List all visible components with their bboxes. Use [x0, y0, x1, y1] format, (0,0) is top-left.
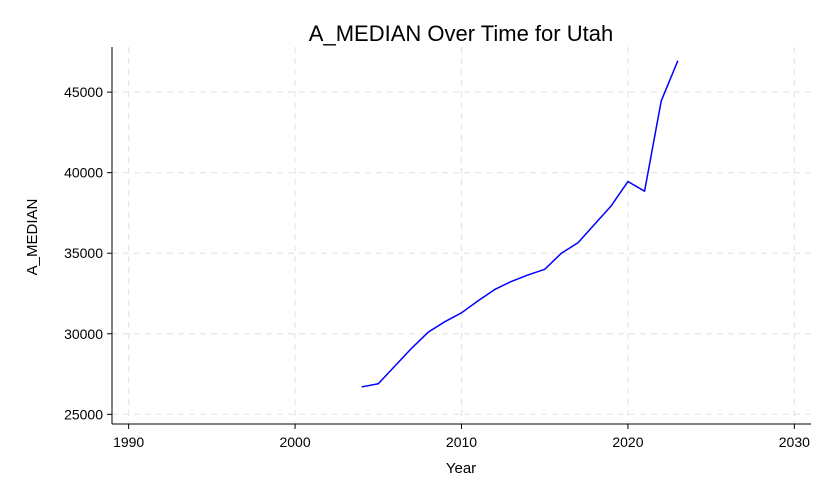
y-tick-label: 25000	[64, 406, 103, 422]
x-tick-label: 2010	[446, 434, 477, 450]
y-tick-label: 35000	[64, 245, 103, 261]
grid	[112, 47, 811, 424]
y-tick-label: 40000	[64, 165, 103, 181]
y-tick-label: 45000	[64, 84, 103, 100]
chart-title: A_MEDIAN Over Time for Utah	[309, 21, 613, 46]
x-tick-label: 2000	[279, 434, 310, 450]
series-line	[361, 60, 679, 388]
x-axis-title: Year	[446, 460, 476, 477]
series	[361, 60, 679, 388]
y-axis-title: A_MEDIAN	[24, 199, 41, 276]
x-tick-label: 2030	[779, 434, 810, 450]
ticks: 1990 2000 2010 2020 2030 25000 30000 35000 40000…	[64, 84, 810, 450]
x-tick-label: 2020	[612, 434, 643, 450]
y-tick-label: 30000	[64, 326, 103, 342]
x-tick-label: 1990	[113, 434, 144, 450]
